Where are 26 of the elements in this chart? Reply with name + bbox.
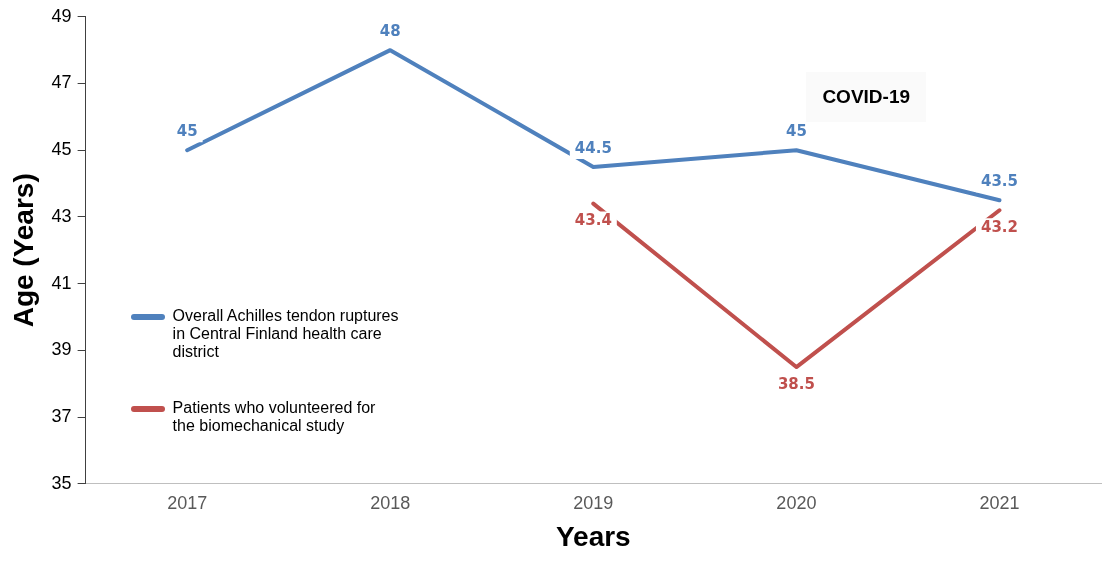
y-axis-title: Age (Years)	[7, 173, 39, 328]
x-tick-label: 2019	[573, 492, 614, 513]
y-tick-label: 37	[51, 406, 72, 427]
x-tick-label: 2017	[167, 492, 208, 513]
y-tick-label: 49	[51, 5, 72, 26]
y-tick-label: 35	[51, 472, 72, 493]
x-tick-label: 2021	[979, 492, 1020, 513]
data-label: 43.5	[980, 172, 1018, 191]
legend-label: Patients who volunteered for the biomechanical study	[172, 398, 377, 435]
data-label: 38.5	[777, 374, 815, 393]
y-tick-label: 45	[51, 139, 72, 160]
data-label: 43.4	[574, 211, 612, 230]
y-tick-label: 39	[51, 339, 72, 360]
data-label: 48	[379, 22, 401, 41]
data-label: 43.2	[980, 218, 1018, 237]
annotation: COVID-19	[806, 71, 927, 122]
legend-label: Overall Achilles tendon ruptures in Central Finland health care district	[172, 306, 400, 361]
x-axis-title: Years	[555, 520, 631, 552]
y-tick-label: 43	[51, 205, 72, 226]
x-tick-label: 2018	[370, 492, 411, 513]
data-label: 45	[176, 122, 198, 141]
x-tick-label: 2020	[776, 492, 817, 513]
y-tick-label: 47	[51, 72, 72, 93]
data-label: 44.5	[574, 138, 612, 157]
y-tick-label: 41	[51, 272, 72, 293]
data-label: 45	[785, 122, 807, 141]
